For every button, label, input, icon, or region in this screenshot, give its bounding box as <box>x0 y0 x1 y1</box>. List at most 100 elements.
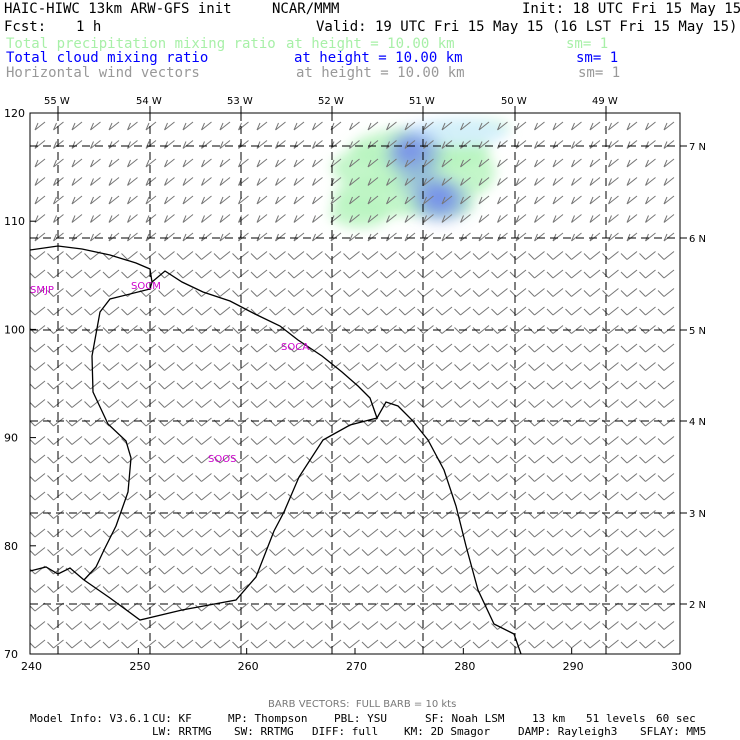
wind-barb <box>182 140 194 149</box>
wind-barb <box>441 177 453 186</box>
wind-barb <box>509 288 527 297</box>
wind-barb <box>158 380 175 390</box>
wind-barb <box>602 491 619 501</box>
wind-barb <box>454 547 471 556</box>
wind-barb <box>602 306 619 316</box>
wind-barb <box>195 380 212 390</box>
wind-barb <box>417 380 434 390</box>
wind-barb <box>176 621 194 630</box>
wind-barb <box>620 565 638 575</box>
wind-barb <box>287 436 305 445</box>
wind-barb <box>65 251 83 260</box>
wind-barb <box>460 140 471 149</box>
wind-barb <box>441 158 453 168</box>
wind-barb <box>546 584 564 593</box>
wind-barb <box>287 565 305 575</box>
wind-barb <box>472 547 490 556</box>
wind-barb <box>176 362 194 371</box>
wind-barb <box>491 473 508 482</box>
wind-barb <box>620 584 638 593</box>
wind-barb <box>324 639 342 649</box>
wind-barb <box>417 269 434 279</box>
wind-barb <box>121 639 138 649</box>
wind-barb <box>454 639 471 649</box>
wind-barb <box>47 251 64 260</box>
wind-barb <box>552 140 564 149</box>
wind-barb <box>182 177 194 186</box>
wind-barb <box>361 288 379 297</box>
wind-barb <box>158 639 175 649</box>
wind-barb <box>250 343 268 353</box>
valid-time: Valid: 19 UTC Fri 15 May 15 (16 LST Fri … <box>316 19 738 35</box>
wind-barb <box>90 232 101 242</box>
wind-barb <box>620 251 638 260</box>
wind-barb <box>528 380 545 390</box>
wind-barb <box>497 195 508 205</box>
wind-barb <box>121 306 138 316</box>
wind-barb <box>367 177 379 186</box>
wind-barb <box>460 214 471 223</box>
wind-barb <box>213 547 231 556</box>
y-tick-label: 120 <box>4 107 25 120</box>
wind-barb <box>71 158 83 168</box>
x-tick-label: 250 <box>129 660 150 673</box>
wind-barb <box>602 621 619 630</box>
wind-barb <box>349 195 360 205</box>
lat-label: 4 N <box>689 417 706 428</box>
wind-barb <box>639 380 656 390</box>
wind-barb <box>269 417 286 427</box>
wind-barb <box>250 417 268 427</box>
wind-barb <box>589 140 601 149</box>
wind-barb <box>269 251 286 260</box>
wind-barb <box>158 343 175 353</box>
wind-barb <box>250 380 268 390</box>
wind-barb <box>213 399 231 408</box>
wind-barb <box>232 399 249 408</box>
wind-barb <box>164 195 175 205</box>
wind-barb <box>139 639 157 649</box>
wind-barb <box>639 251 656 260</box>
wind-barb <box>478 121 490 131</box>
wind-barb <box>343 639 360 649</box>
wind-barb <box>657 343 675 353</box>
wind-barb <box>515 121 527 131</box>
wind-barb <box>306 510 323 519</box>
wind-barb <box>90 177 101 186</box>
lw-scheme: LW: RRTMG <box>152 725 212 738</box>
wind-barb <box>472 417 490 427</box>
wind-barb <box>343 251 360 260</box>
wind-barb <box>287 362 305 371</box>
wind-barb <box>398 510 416 519</box>
wind-barb <box>182 195 194 205</box>
wind-barb <box>195 362 212 371</box>
wind-barb <box>417 362 434 371</box>
wind-barb <box>65 565 83 575</box>
wind-barb <box>472 288 490 297</box>
wind-barb <box>620 306 638 316</box>
wind-barb <box>195 510 212 519</box>
wind-barb <box>454 436 471 445</box>
wind-barb <box>195 343 212 353</box>
wind-barb <box>176 436 194 445</box>
wind-barb <box>509 417 527 427</box>
wind-barb <box>127 214 138 223</box>
wind-barb <box>213 473 231 482</box>
wind-barb <box>121 584 138 593</box>
wind-barb <box>602 510 619 519</box>
wind-barb <box>639 491 656 501</box>
wind-barb <box>565 528 582 538</box>
wind-barb <box>238 177 249 186</box>
wind-barb <box>306 399 323 408</box>
wind-barb <box>441 214 453 223</box>
wind-barb <box>602 473 619 482</box>
wind-barb <box>361 399 379 408</box>
border-south <box>83 417 378 621</box>
wind-barb <box>491 362 508 371</box>
wind-barb <box>367 195 379 205</box>
wind-barb <box>528 528 545 538</box>
wind-barb <box>256 140 268 149</box>
lon-label: 53 W <box>227 96 253 107</box>
wind-barb <box>195 473 212 482</box>
wind-barb <box>275 214 286 223</box>
wind-barb <box>398 491 416 501</box>
